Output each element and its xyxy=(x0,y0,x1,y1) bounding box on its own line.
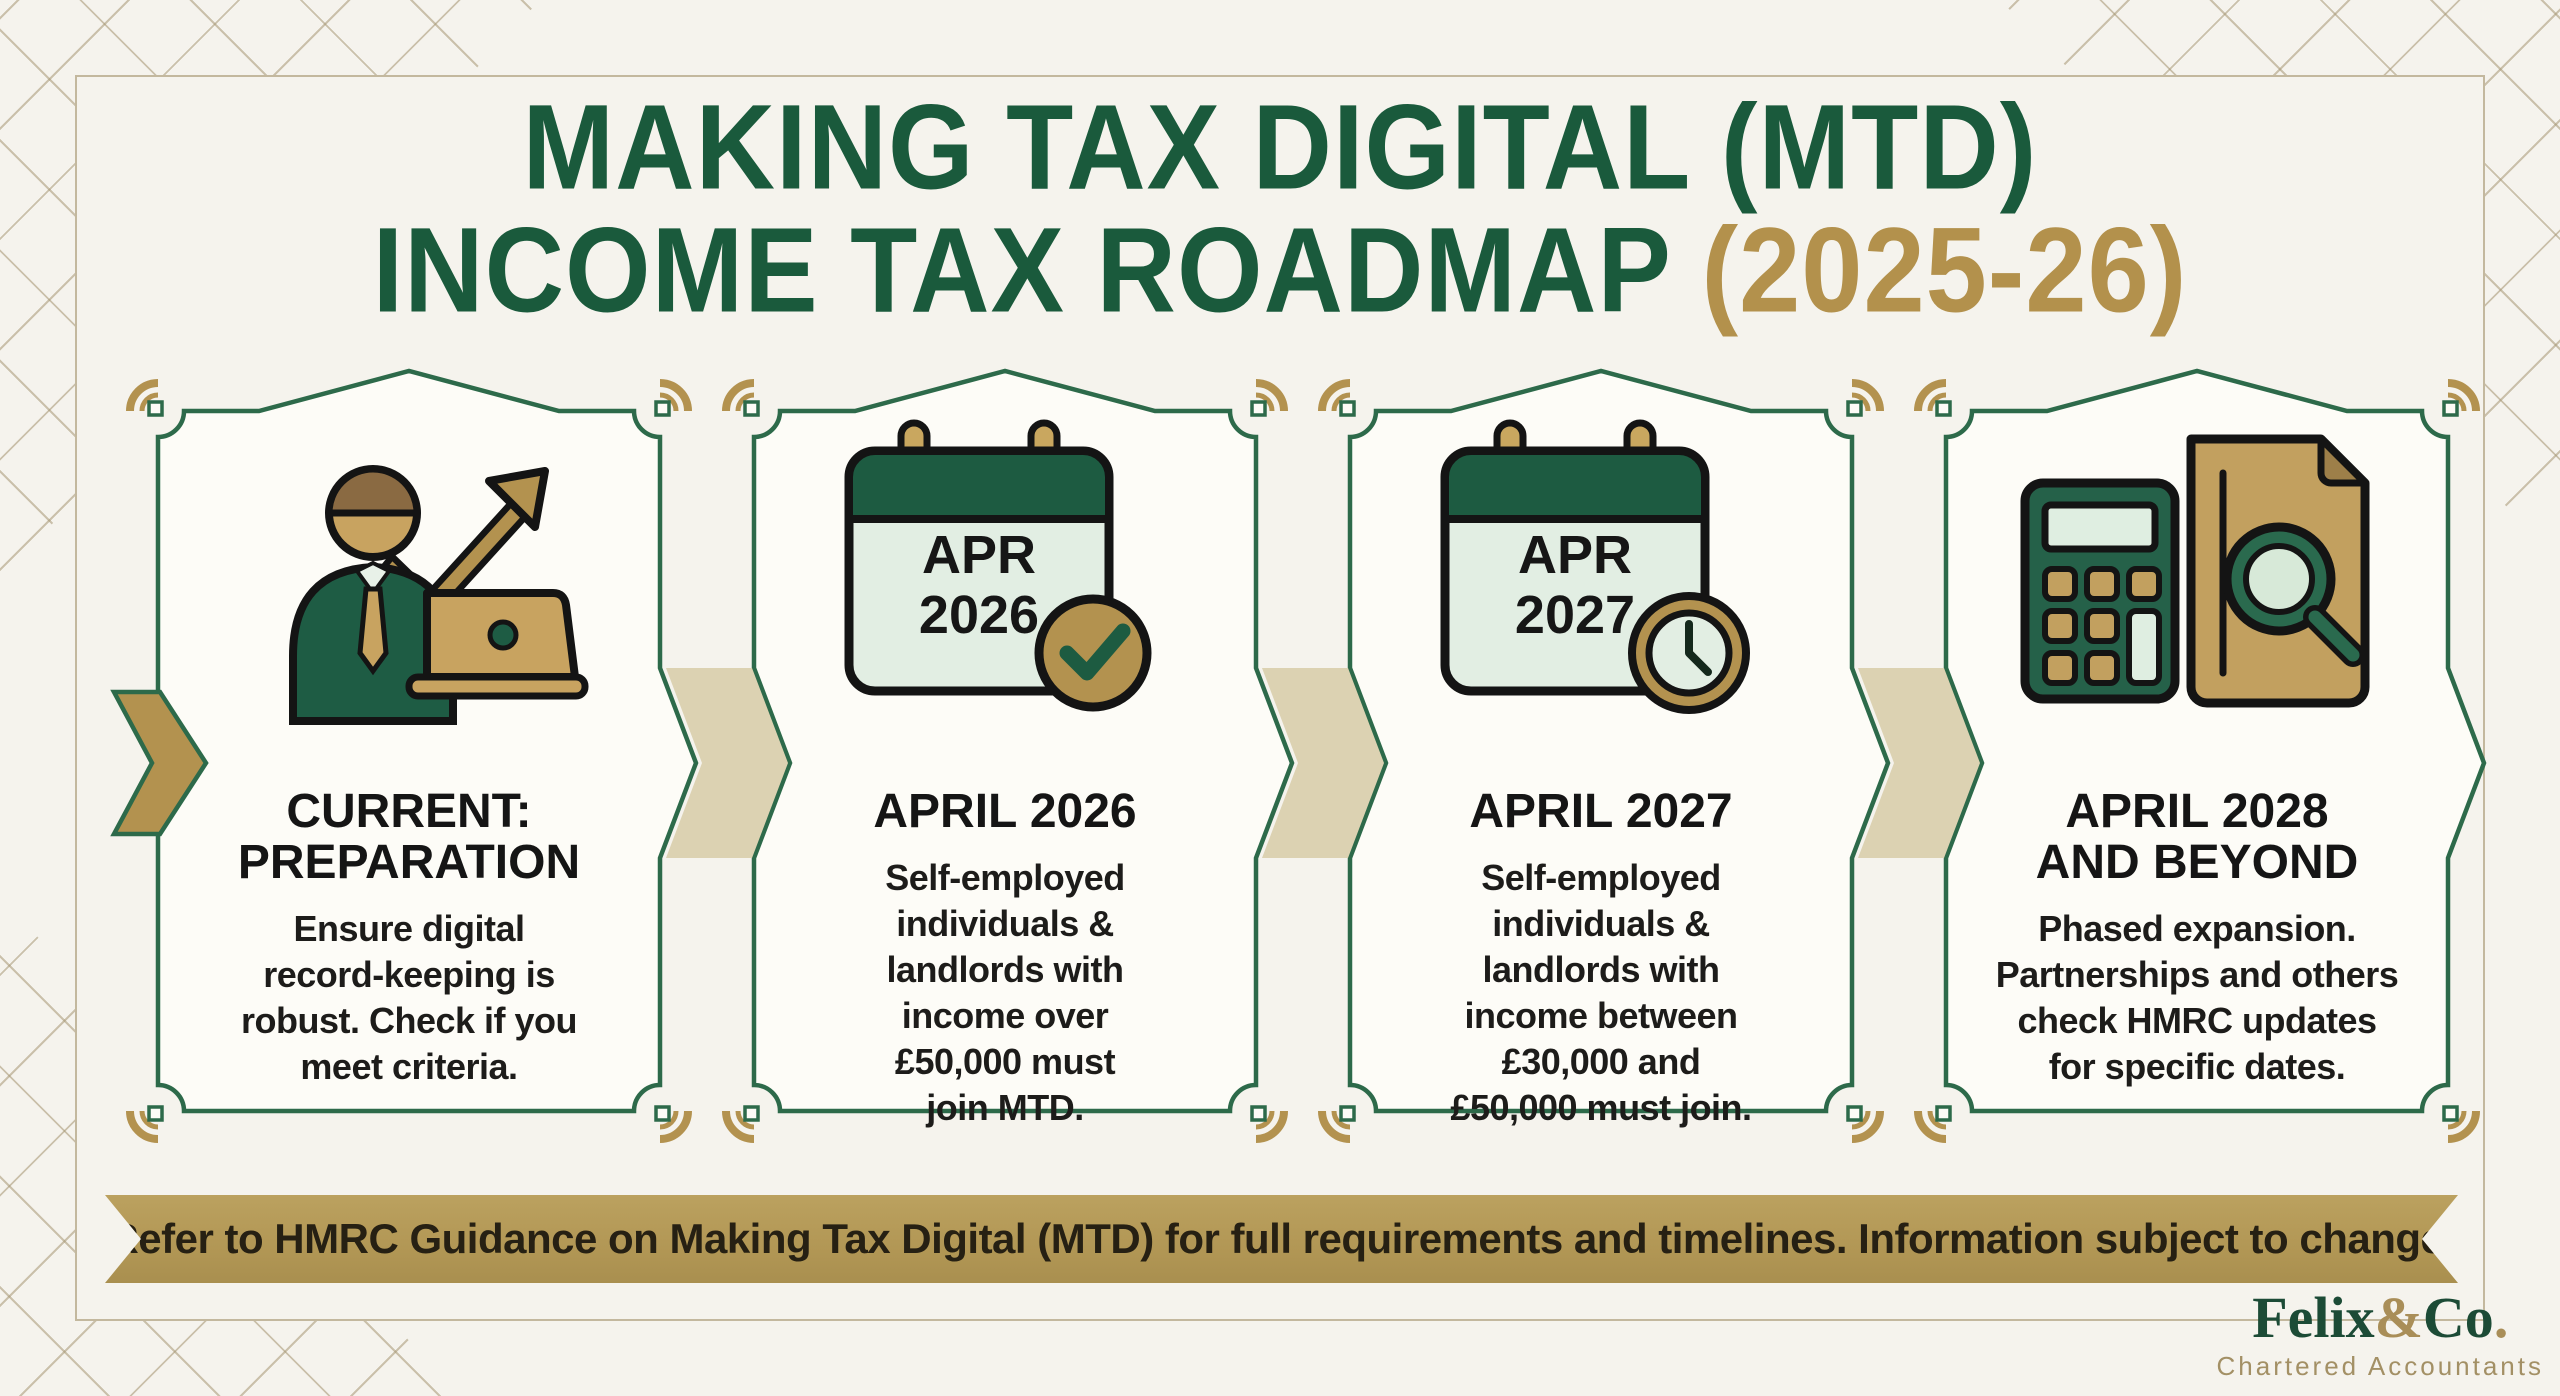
disclaimer-banner: Refer to HMRC Guidance on Making Tax Dig… xyxy=(105,1195,2458,1283)
panel-current-preparation: CURRENT: PREPARATION Ensure digital reco… xyxy=(150,363,699,1159)
company-tagline: Chartered Accountants xyxy=(2216,1350,2544,1381)
page-title-line2-gold: (2025-26) xyxy=(1701,202,2188,339)
panel-text-block: APRIL 2027 Self-employed individuals & l… xyxy=(1342,785,1860,1131)
company-name-part1: Felix xyxy=(2252,1285,2375,1350)
page-title-line1: MAKING TAX DIGITAL (MTD) xyxy=(522,79,2038,215)
calendar-year-label: 2027 xyxy=(1515,585,1635,645)
panel-april-2028-beyond: APRIL 2028 AND BEYOND Phased expansion. … xyxy=(1938,363,2487,1159)
panel-body: Self-employed individuals & landlords wi… xyxy=(885,856,1125,1129)
panel-body: Phased expansion. Partnerships and other… xyxy=(1995,907,2399,1087)
panel-heading: CURRENT: PREPARATION xyxy=(237,785,581,889)
businessman-laptop-growth-arrow-icon xyxy=(223,421,595,726)
panel-text-block: APRIL 2026 Self-employed individuals & l… xyxy=(746,785,1264,1131)
calendar-check-icon: APR 2026 xyxy=(835,419,1175,726)
timeline-gap-chevron-icon xyxy=(1262,668,1384,858)
calendar-month-label: APR xyxy=(1518,525,1632,585)
company-name-part2: Co xyxy=(2422,1285,2494,1350)
panel-april-2026: APR 2026 APRIL 2026 Self-employed indivi… xyxy=(746,363,1295,1159)
company-logo: Felix&Co. Chartered Accountants xyxy=(2216,1285,2545,1382)
timeline-gap-chevron-icon xyxy=(1858,668,1980,858)
page-title-line2-green: INCOME TAX ROADMAP xyxy=(372,202,1702,339)
panel-body: Self-employed individuals & landlords wi… xyxy=(1450,856,1752,1129)
panel-april-2027: APR 2027 APRIL 2027 Self-employed indivi… xyxy=(1342,363,1891,1159)
calculator-document-magnifier-icon xyxy=(2017,421,2377,726)
company-name-period: . xyxy=(2493,1285,2509,1350)
page-title: MAKING TAX DIGITAL (MTD) INCOME TAX ROAD… xyxy=(0,79,2560,333)
panel-body: Ensure digital record-keeping is robust.… xyxy=(240,907,578,1087)
company-name: Felix&Co. xyxy=(2217,1285,2545,1350)
panel-heading: APRIL 2026 xyxy=(873,785,1137,838)
panel-text-block: APRIL 2028 AND BEYOND Phased expansion. … xyxy=(1938,785,2456,1090)
panel-heading: APRIL 2027 xyxy=(1469,785,1733,838)
panel-outline xyxy=(150,368,699,1159)
calendar-month-label: APR xyxy=(922,525,1036,585)
company-ampersand: & xyxy=(2374,1285,2423,1350)
timeline-gap-chevron-icon xyxy=(666,668,788,858)
panel-heading: APRIL 2028 AND BEYOND xyxy=(2035,785,2359,889)
page-title-line2: INCOME TAX ROADMAP (2025-26) xyxy=(0,209,2560,332)
calendar-clock-icon: APR 2027 xyxy=(1431,419,1771,726)
disclaimer-text: Refer to HMRC Guidance on Making Tax Dig… xyxy=(108,1215,2455,1262)
timeline-start-chevron-icon xyxy=(110,689,209,837)
calendar-year-label: 2026 xyxy=(919,585,1039,645)
panel-text-block: CURRENT: PREPARATION Ensure digital reco… xyxy=(150,785,668,1090)
